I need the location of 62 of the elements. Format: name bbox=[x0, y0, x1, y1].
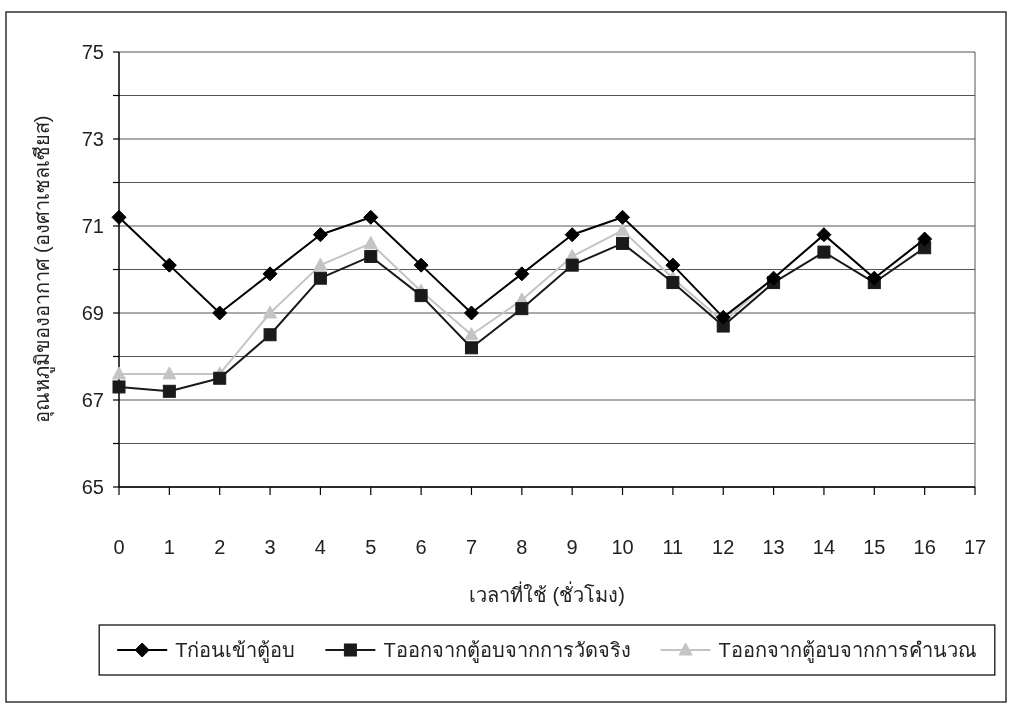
x-tick-label: 0 bbox=[113, 536, 125, 558]
x-tick-label: 2 bbox=[214, 536, 226, 558]
x-tick-label: 14 bbox=[812, 536, 836, 558]
x-tick-label: 4 bbox=[314, 536, 326, 558]
y-tick-label: 73 bbox=[81, 128, 104, 150]
y-tick-label: 71 bbox=[81, 215, 104, 237]
point bbox=[313, 257, 328, 271]
x-tick-label: 3 bbox=[264, 536, 276, 558]
y-tick-label: 69 bbox=[81, 302, 104, 324]
point bbox=[464, 341, 478, 355]
x-tick-label: 13 bbox=[762, 536, 785, 558]
point bbox=[111, 209, 127, 225]
point bbox=[313, 271, 327, 285]
point bbox=[162, 366, 177, 380]
x-tick-label: 16 bbox=[913, 536, 936, 558]
point bbox=[665, 257, 681, 273]
x-tick-label: 5 bbox=[365, 536, 377, 558]
x-tick-label: 6 bbox=[415, 536, 427, 558]
point bbox=[715, 309, 731, 325]
point bbox=[312, 227, 328, 243]
legend-label: Tออกจากตู้อบจากการคำนวณ bbox=[718, 639, 977, 663]
point bbox=[564, 227, 580, 243]
point bbox=[515, 302, 529, 316]
legend-label: Tก่อนเข้าตู้อบ bbox=[175, 639, 296, 663]
point bbox=[666, 276, 680, 290]
point bbox=[463, 305, 479, 321]
y-tick-label: 75 bbox=[81, 41, 104, 63]
point bbox=[162, 384, 176, 398]
point bbox=[364, 249, 378, 263]
point bbox=[565, 258, 579, 272]
x-tick-label: 7 bbox=[465, 536, 478, 558]
x-axis-title: เวลาที่ใช้ (ชั่วโมง) bbox=[469, 581, 625, 606]
y-tick-label: 67 bbox=[81, 389, 104, 411]
point bbox=[414, 289, 428, 303]
x-tick-label: 9 bbox=[566, 536, 578, 558]
x-tick-label: 17 bbox=[963, 536, 987, 558]
point bbox=[615, 222, 630, 236]
x-tick-label: 15 bbox=[863, 536, 886, 558]
point bbox=[615, 209, 631, 225]
point bbox=[363, 235, 378, 249]
x-tick-label: 8 bbox=[516, 536, 528, 558]
point bbox=[212, 305, 228, 321]
point bbox=[263, 328, 277, 342]
point bbox=[363, 209, 379, 225]
point bbox=[112, 380, 126, 394]
point bbox=[616, 236, 630, 250]
y-tick-label: 65 bbox=[81, 476, 104, 498]
point bbox=[514, 266, 530, 282]
point bbox=[262, 266, 278, 282]
point bbox=[464, 327, 479, 341]
point bbox=[161, 257, 177, 273]
x-tick-label: 1 bbox=[163, 536, 175, 558]
point bbox=[112, 366, 126, 380]
point bbox=[213, 371, 227, 385]
point bbox=[263, 305, 278, 319]
y-axis-title: อุณหภูมิของอากาศ (องศาเซลเซียส) bbox=[31, 115, 55, 424]
point bbox=[817, 245, 831, 259]
x-tick-label: 10 bbox=[611, 536, 634, 558]
x-tick-label: 11 bbox=[662, 536, 684, 558]
legend-label: Tออกจากตู้อบจากการวัดจริง bbox=[383, 639, 631, 663]
point bbox=[413, 257, 429, 273]
x-tick-label: 12 bbox=[712, 536, 735, 558]
